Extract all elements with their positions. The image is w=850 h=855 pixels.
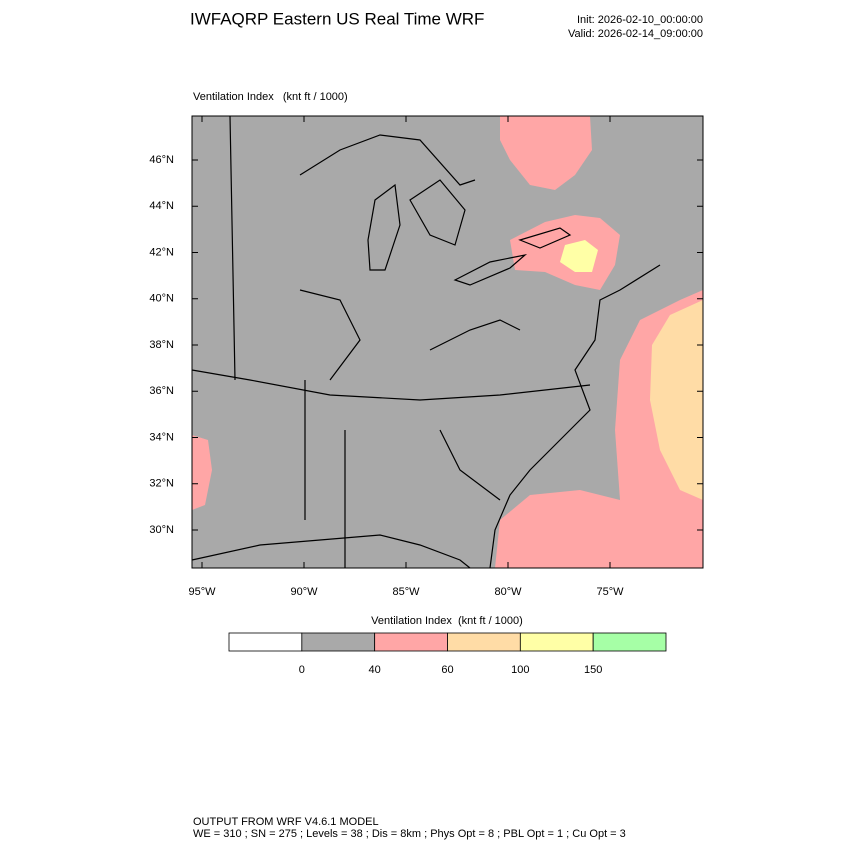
lat-label: 34°N — [149, 431, 174, 443]
colorbar-box — [228, 632, 303, 652]
plot-label: Ventilation Index (knt ft / 1000) — [193, 91, 348, 103]
coastline — [191, 534, 471, 569]
lake-huron — [409, 179, 466, 246]
colorbar: 0 40 60 100 150 — [228, 632, 667, 676]
lat-label: 36°N — [149, 385, 174, 397]
colorbar-box — [592, 632, 667, 652]
colorbar-title: Ventilation Index (knt ft / 1000) — [371, 615, 523, 627]
state-borders — [191, 115, 591, 568]
lake-erie — [453, 253, 528, 286]
lat-label: 38°N — [149, 339, 174, 351]
lat-label: 44°N — [149, 200, 174, 212]
lat-label: 32°N — [149, 478, 174, 490]
region — [192, 435, 212, 510]
lon-label: 95°W — [188, 586, 216, 598]
region — [495, 490, 703, 568]
map-background — [192, 116, 703, 568]
footer-line: WE = 310 ; SN = 275 ; Levels = 38 ; Dis … — [193, 828, 626, 840]
region — [500, 116, 592, 190]
lat-label: 30°N — [149, 524, 174, 536]
coastline — [299, 134, 476, 186]
lake-michigan — [367, 183, 401, 271]
lat-label: 40°N — [149, 293, 174, 305]
init-time: Init: 2026-02-10_00:00:00 — [577, 14, 703, 26]
lon-label: 75°W — [596, 586, 624, 598]
colorbar-label: 40 — [369, 664, 381, 676]
axes: 46°N 44°N 42°N 40°N 38°N 36°N 34°N 32°N 30°N 95°W… — [149, 116, 703, 598]
valid-time: Valid: 2026-02-14_09:00:00 — [568, 28, 703, 40]
lat-label: 46°N — [149, 154, 174, 166]
lon-label: 85°W — [392, 586, 420, 598]
lon-label: 90°W — [290, 586, 318, 598]
lon-label: 80°W — [494, 586, 522, 598]
colorbar-box — [301, 632, 376, 652]
footer-line: OUTPUT FROM WRF V4.6.1 MODEL — [193, 816, 379, 828]
colorbar-label: 60 — [441, 664, 453, 676]
colorbar-box — [374, 632, 448, 652]
region — [560, 240, 598, 272]
map — [191, 115, 704, 569]
lake-ontario — [518, 227, 572, 249]
colorbar-label: 100 — [511, 664, 529, 676]
colorbar-box — [519, 632, 594, 652]
coastline — [489, 264, 661, 569]
boundaries — [191, 115, 661, 569]
lat-label: 42°N — [149, 246, 174, 258]
map-frame — [191, 115, 704, 569]
region — [650, 300, 703, 500]
title: IWFAQRP Eastern US Real Time WRF — [190, 9, 484, 28]
colorbar-label: 150 — [584, 664, 602, 676]
colorbar-label: 0 — [299, 664, 305, 676]
colorbar-box — [447, 632, 521, 652]
